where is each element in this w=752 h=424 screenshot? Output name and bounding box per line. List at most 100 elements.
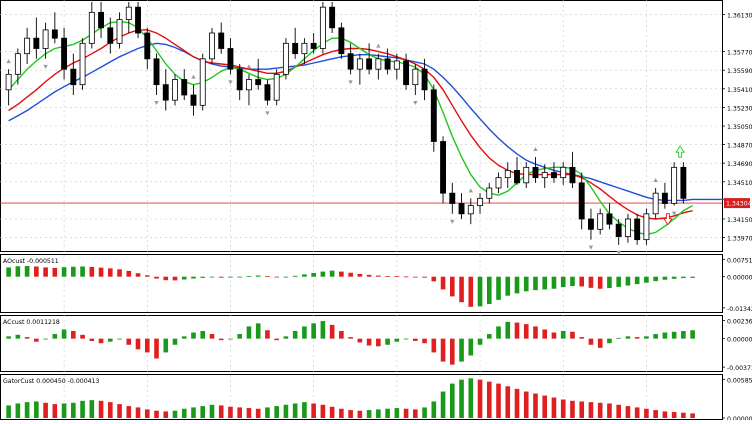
- candle[interactable]: [356, 53, 363, 85]
- candle[interactable]: [107, 17, 114, 54]
- indicator-panel-1[interactable]: AOcust -0.000511: [3, 258, 695, 307]
- candle-body: [319, 6, 326, 49]
- candle[interactable]: [643, 208, 650, 245]
- histogram-bar: [191, 276, 196, 279]
- candle[interactable]: [33, 17, 40, 59]
- histogram-bar: [681, 412, 686, 418]
- candle-body: [375, 58, 382, 70]
- fractal-down-icon: [154, 101, 159, 105]
- candle[interactable]: [458, 193, 465, 219]
- candle-body: [116, 19, 123, 44]
- candle[interactable]: [523, 162, 530, 188]
- histogram-bar: [653, 276, 658, 282]
- candle[interactable]: [671, 162, 678, 206]
- candle[interactable]: [125, 2, 132, 33]
- candle[interactable]: [680, 162, 687, 204]
- candle[interactable]: [264, 79, 271, 106]
- candle[interactable]: [606, 203, 613, 230]
- candle[interactable]: [227, 38, 234, 75]
- candle[interactable]: [135, 2, 141, 39]
- candle[interactable]: [144, 27, 151, 70]
- candle-body: [172, 79, 178, 101]
- candle[interactable]: [504, 162, 511, 188]
- candle[interactable]: [615, 219, 622, 245]
- candle[interactable]: [338, 22, 345, 59]
- candle[interactable]: [412, 64, 419, 95]
- candle[interactable]: [477, 193, 483, 214]
- histogram-bar: [255, 275, 261, 277]
- candle[interactable]: [199, 53, 206, 111]
- candle[interactable]: [421, 58, 428, 101]
- candle[interactable]: [273, 69, 280, 106]
- histogram-bar: [644, 336, 649, 339]
- candle[interactable]: [162, 69, 169, 111]
- candle[interactable]: [384, 48, 391, 75]
- candle[interactable]: [624, 213, 631, 243]
- candle[interactable]: [366, 43, 373, 75]
- candle-body: [33, 37, 40, 49]
- indicator-panel-3[interactable]: GatorCust 0.000450 -0.000413: [3, 378, 695, 418]
- candle[interactable]: [661, 182, 668, 209]
- candle[interactable]: [449, 182, 456, 214]
- candle[interactable]: [551, 162, 557, 183]
- candle[interactable]: [514, 157, 520, 185]
- candle[interactable]: [560, 162, 567, 185]
- candle[interactable]: [597, 208, 604, 235]
- candle[interactable]: [430, 84, 437, 152]
- candle[interactable]: [42, 22, 49, 59]
- candle[interactable]: [541, 164, 548, 188]
- candle[interactable]: [347, 43, 354, 75]
- candle[interactable]: [403, 53, 410, 90]
- candle[interactable]: [578, 172, 585, 230]
- candle[interactable]: [153, 53, 160, 95]
- candle[interactable]: [88, 2, 95, 49]
- candle[interactable]: [467, 198, 474, 225]
- candle[interactable]: [14, 48, 21, 85]
- candle[interactable]: [634, 213, 641, 245]
- price-panel[interactable]: [0, 0, 739, 255]
- indicator-panel-2[interactable]: ACcust 0.0011218: [3, 319, 695, 365]
- candle[interactable]: [61, 27, 68, 80]
- candle[interactable]: [301, 38, 308, 64]
- candle[interactable]: [70, 53, 77, 95]
- candle[interactable]: [209, 27, 215, 64]
- candle[interactable]: [236, 64, 243, 101]
- candle[interactable]: [375, 53, 382, 80]
- candle[interactable]: [588, 208, 594, 240]
- candle[interactable]: [255, 58, 262, 90]
- candle[interactable]: [116, 12, 123, 49]
- candle[interactable]: [51, 12, 58, 44]
- candle-body: [606, 213, 613, 225]
- histogram-bar: [597, 338, 603, 348]
- histogram-bar: [357, 410, 363, 418]
- histogram-bar: [274, 276, 279, 278]
- candle[interactable]: [98, 2, 104, 39]
- candle[interactable]: [440, 136, 446, 204]
- candle-body: [560, 166, 567, 179]
- candle[interactable]: [495, 172, 502, 194]
- candle[interactable]: [246, 74, 252, 106]
- candle[interactable]: [319, 2, 326, 54]
- candle[interactable]: [652, 188, 659, 219]
- candle[interactable]: [532, 157, 539, 183]
- candle[interactable]: [569, 151, 576, 188]
- candle[interactable]: [486, 182, 493, 204]
- candle[interactable]: [329, 2, 336, 33]
- candle[interactable]: [181, 69, 188, 101]
- histogram-bar: [163, 338, 169, 353]
- candle[interactable]: [282, 38, 289, 80]
- candle[interactable]: [172, 74, 178, 106]
- histogram-bar: [422, 338, 427, 344]
- candle[interactable]: [79, 38, 86, 90]
- candle[interactable]: [292, 27, 299, 59]
- candle[interactable]: [190, 84, 197, 116]
- histogram-bar: [117, 404, 122, 418]
- candle[interactable]: [310, 33, 317, 54]
- candle[interactable]: [218, 22, 225, 54]
- candle[interactable]: [5, 69, 12, 106]
- candle[interactable]: [24, 27, 31, 64]
- histogram-bar: [440, 391, 446, 418]
- candle[interactable]: [393, 53, 400, 80]
